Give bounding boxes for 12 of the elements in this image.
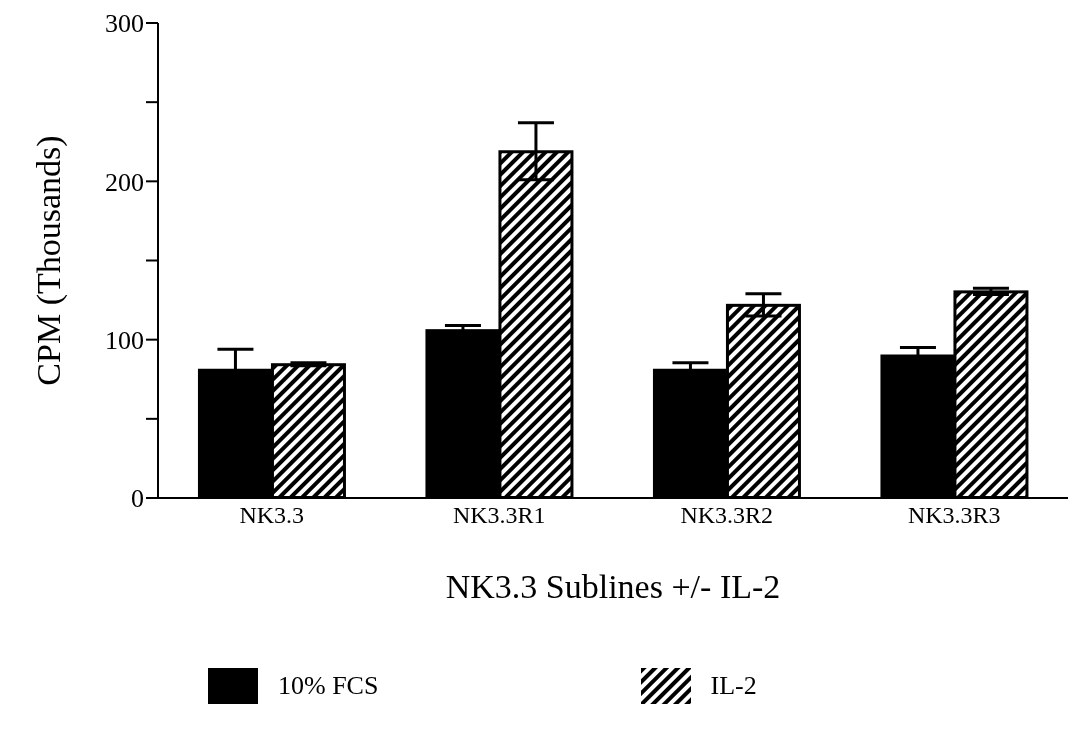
- y-tick-label: 100: [105, 325, 144, 355]
- y-axis-title: CPM (Thousands): [30, 135, 69, 386]
- legend-label: IL-2: [710, 671, 757, 701]
- x-tick-label: NK3.3: [239, 502, 305, 529]
- x-tick-label: NK3.3R1: [452, 502, 546, 529]
- x-tick-label: NK3.3R2: [680, 502, 774, 529]
- y-tick-label: 0: [131, 484, 144, 514]
- y-tick-label: 300: [105, 9, 144, 39]
- y-tick-label: 200: [105, 167, 144, 197]
- x-axis-title: NK3.3 Sublines +/- IL-2: [445, 568, 781, 605]
- legend-label: 10% FCS: [278, 671, 379, 701]
- x-tick-label: NK3.3R3: [907, 502, 1001, 529]
